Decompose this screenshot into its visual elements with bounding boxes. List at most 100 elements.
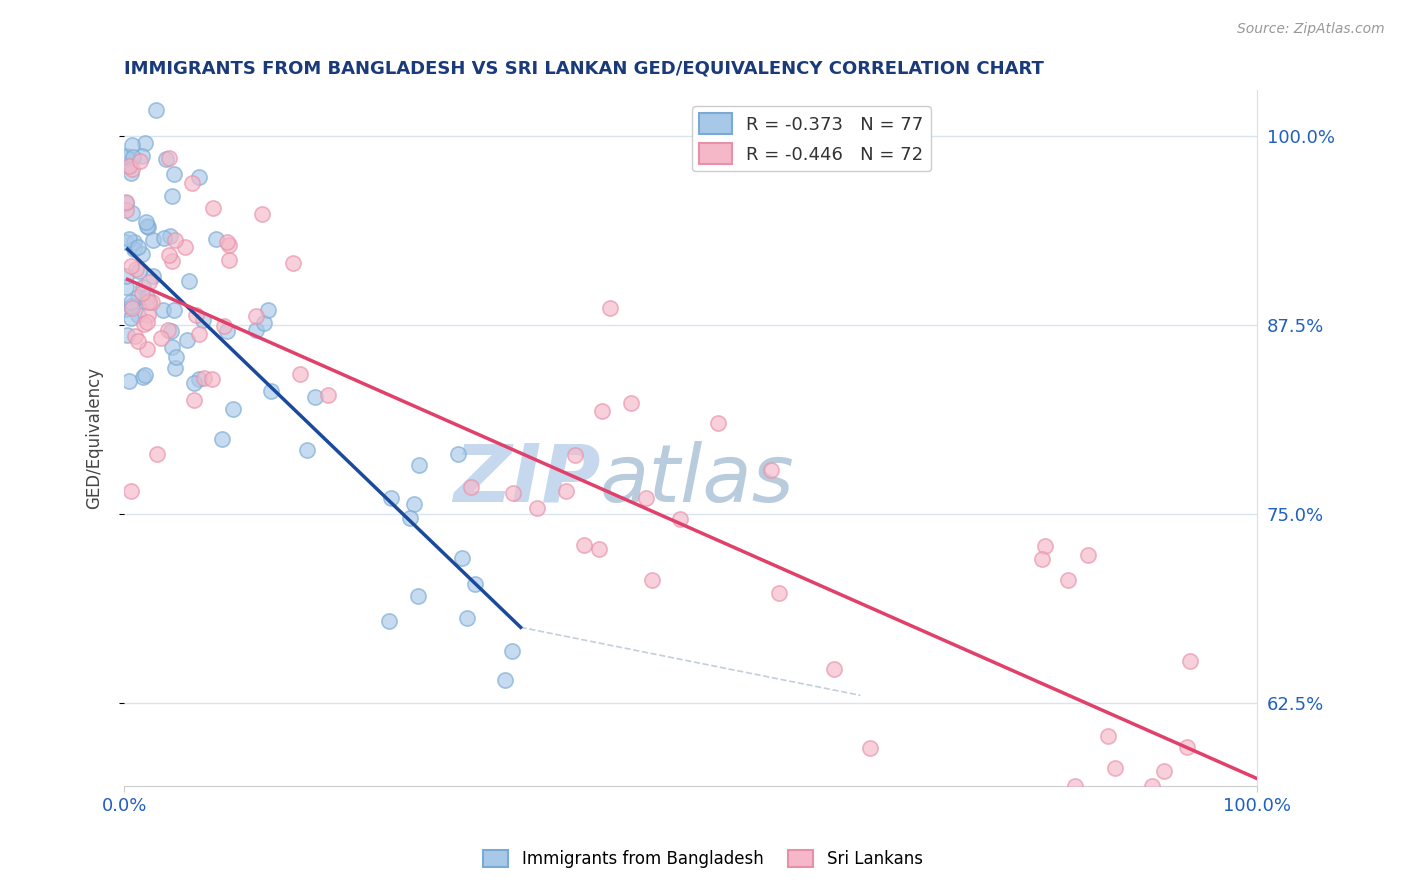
Point xyxy=(115,269,138,284)
Point xyxy=(217,324,239,338)
Point xyxy=(160,253,183,268)
Point xyxy=(124,261,146,276)
Point xyxy=(160,324,183,338)
Point xyxy=(1140,779,1163,793)
Point xyxy=(134,136,156,151)
Point xyxy=(176,333,198,347)
Point xyxy=(127,290,149,304)
Point xyxy=(768,586,790,600)
Point xyxy=(245,310,267,324)
Point xyxy=(115,235,138,250)
Point xyxy=(141,295,163,310)
Point xyxy=(450,550,472,565)
Point xyxy=(120,259,142,273)
Point xyxy=(1097,729,1119,743)
Point xyxy=(121,137,143,152)
Point xyxy=(115,327,138,342)
Point xyxy=(634,491,657,505)
Point xyxy=(134,368,156,382)
Point xyxy=(1178,654,1201,668)
Point xyxy=(160,188,183,202)
Point xyxy=(118,159,141,173)
Point xyxy=(640,573,662,587)
Point xyxy=(183,392,205,407)
Point xyxy=(253,317,276,331)
Point xyxy=(408,458,430,472)
Point xyxy=(1153,764,1175,778)
Point xyxy=(180,176,202,190)
Point xyxy=(188,170,211,185)
Point xyxy=(380,491,402,506)
Point xyxy=(135,315,157,329)
Point xyxy=(295,443,318,458)
Point xyxy=(183,376,205,390)
Point xyxy=(173,240,195,254)
Point xyxy=(136,308,159,322)
Point xyxy=(117,374,139,388)
Point xyxy=(122,235,145,249)
Legend: R = -0.373   N = 77, R = -0.446   N = 72: R = -0.373 N = 77, R = -0.446 N = 72 xyxy=(692,106,931,171)
Point xyxy=(136,343,159,357)
Point xyxy=(193,313,215,327)
Point xyxy=(120,165,142,179)
Point xyxy=(187,327,209,342)
Point xyxy=(115,302,138,317)
Point xyxy=(201,201,224,215)
Point xyxy=(150,331,173,345)
Point xyxy=(156,323,179,337)
Point xyxy=(131,246,153,260)
Point xyxy=(121,162,143,177)
Point xyxy=(127,308,149,322)
Point xyxy=(115,150,138,164)
Point xyxy=(132,280,155,294)
Text: ZIP: ZIP xyxy=(453,441,600,519)
Point xyxy=(163,233,186,247)
Point xyxy=(823,662,845,676)
Point xyxy=(1064,779,1087,793)
Point xyxy=(142,234,165,248)
Point xyxy=(136,220,159,235)
Point xyxy=(163,303,186,318)
Point xyxy=(115,157,138,171)
Point xyxy=(121,150,143,164)
Point xyxy=(316,388,339,402)
Point xyxy=(115,149,138,163)
Point xyxy=(124,329,146,343)
Point xyxy=(526,500,548,515)
Point xyxy=(118,232,141,246)
Point xyxy=(155,152,177,166)
Point xyxy=(205,232,228,246)
Point xyxy=(165,350,187,364)
Point xyxy=(1056,573,1078,587)
Point xyxy=(115,203,138,218)
Point xyxy=(288,368,311,382)
Point xyxy=(245,323,267,337)
Point xyxy=(177,274,200,288)
Point xyxy=(494,673,516,687)
Point xyxy=(218,253,240,268)
Point xyxy=(406,589,429,603)
Point xyxy=(157,248,180,262)
Point xyxy=(212,318,235,333)
Point xyxy=(121,301,143,315)
Point xyxy=(132,370,155,384)
Y-axis label: GED/Equivalency: GED/Equivalency xyxy=(86,368,103,509)
Point xyxy=(215,235,238,250)
Point xyxy=(221,402,243,417)
Point xyxy=(159,229,181,244)
Point xyxy=(218,238,240,252)
Point xyxy=(122,243,145,257)
Point xyxy=(120,299,142,313)
Point xyxy=(120,483,142,498)
Point xyxy=(1104,761,1126,775)
Point xyxy=(669,512,692,526)
Legend: Immigrants from Bangladesh, Sri Lankans: Immigrants from Bangladesh, Sri Lankans xyxy=(477,843,929,875)
Point xyxy=(138,295,160,310)
Point xyxy=(120,310,142,325)
Point xyxy=(134,317,156,331)
Point xyxy=(135,214,157,228)
Point xyxy=(456,611,478,625)
Point xyxy=(398,510,420,524)
Point xyxy=(162,167,184,181)
Point xyxy=(591,404,613,418)
